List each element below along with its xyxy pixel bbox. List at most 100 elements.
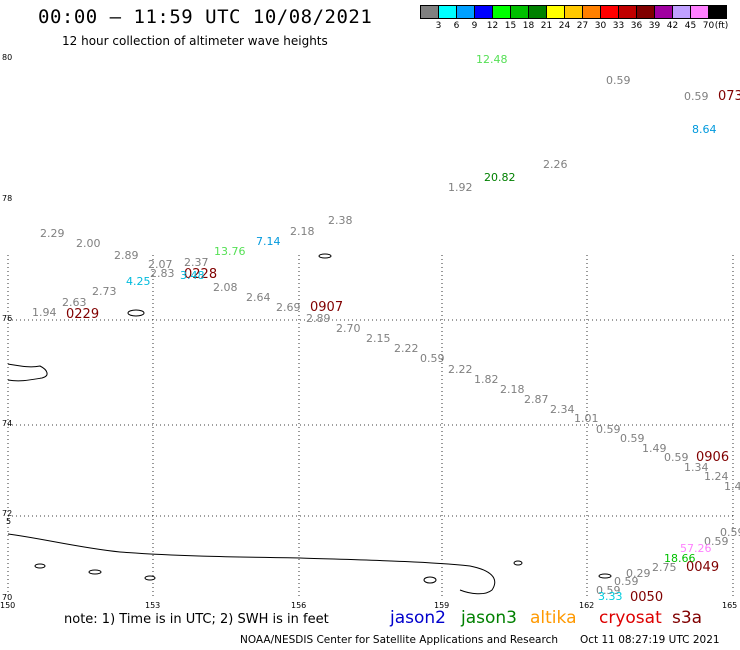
wave-height-label: 1.82 [474,373,499,386]
wave-height-label: 2.29 [40,227,65,240]
wave-height-label: 12.48 [476,53,508,66]
wave-height-label: 1.24 [704,470,729,483]
scale-swatch [546,5,565,19]
pass-time-label: 0049 [686,560,719,575]
pass-time-label: 0050 [630,590,663,605]
wave-height-label: 1.01 [574,412,599,425]
pass-time-label: 0907 [310,300,343,315]
wave-height-label: 1.49 [642,442,667,455]
scale-label: 36 [630,21,643,31]
scale-swatch [636,5,655,19]
pass-time-label: 0228 [184,267,217,282]
wave-height-label: 18.66 [664,552,696,565]
wave-height-label: 1.4 [724,480,740,493]
satellite-name: cryosat [599,608,662,628]
coastline-main [7,533,496,595]
scale-label: 6 [453,21,460,31]
wave-height-label: 0.59 [614,575,639,588]
wave-height-label: 1.34 [684,461,709,474]
wave-height-label: 2.18 [500,383,525,396]
latitude-label: 74 [2,419,12,428]
scale-label: 39 [648,21,661,31]
scale-swatch [690,5,709,19]
wave-height-label: 57.26 [680,542,712,555]
longitude-labels: 150 153 156 159 162 165 [0,601,737,610]
scale-unit: (ft) [714,21,729,31]
wave-height-label: 0.59 [420,352,445,365]
scale-swatch [618,5,637,19]
pass-time-label: 0906 [696,450,729,465]
scale-swatch [510,5,529,19]
scale-swatch [420,5,439,19]
island [144,575,156,581]
page-title: 00:00 – 11:59 UTC 10/08/2021 [38,6,373,28]
wave-height-label: 0.59 [720,526,740,539]
wave-height-label: 2.89 [306,312,331,325]
scale-swatch [672,5,691,19]
longitude-label: 159 [434,601,449,610]
scale-label: 15 [504,21,517,31]
scale-label: 30 [594,21,607,31]
wave-height-label: 0.59 [596,584,621,597]
scale-swatch [438,5,457,19]
scale-label: 42 [666,21,679,31]
wave-height-label: 2.89 [114,249,139,262]
wave-height-label: 0.59 [606,74,631,87]
island [423,576,437,584]
wave-height-label: 0.59 [596,423,621,436]
satellite-name: jason2 [390,608,446,628]
longitude-label: 156 [291,601,306,610]
latitude-label: 78 [2,194,12,203]
wave-height-label: 2.69 [276,301,301,314]
longitude-label: 150 [0,601,15,610]
coastline [7,253,612,595]
wave-height-label: 2.87 [524,393,549,406]
wave-height-label: 20.82 [484,171,516,184]
scale-label: 24 [558,21,571,31]
wave-height-label: 2.22 [394,342,419,355]
wave-height-label: 1.94 [32,306,57,319]
wave-height-label: 0.59 [664,451,689,464]
pass-time-label: 0229 [66,307,99,322]
latitude-label: 80 [2,53,12,62]
wave-height-label: 2.07 [148,258,173,271]
wave-height-label: 2.15 [366,332,391,345]
scale-swatch [654,5,673,19]
scale-label: 45 [684,21,697,31]
scale-label: 33 [612,21,625,31]
scale-label: 9 [471,21,478,31]
island [513,560,523,566]
credit-line: NOAA/NESDIS Center for Satellite Applica… [240,634,558,646]
wave-height-label: 0.59 [684,90,709,103]
wave-height-label: 2.83 [150,267,175,280]
wave-height-label: 3.33 [598,590,623,603]
island [598,573,612,579]
wave-height-label: 8.64 [692,123,717,136]
scale-label: 21 [540,21,553,31]
scale-swatch [528,5,547,19]
island [34,563,46,569]
wave-height-label: 2.26 [543,158,568,171]
longitude-label: 162 [579,601,594,610]
wave-height-label: 4.25 [126,275,151,288]
scale-swatch [582,5,601,19]
wave-height-label: 1.92 [448,181,473,194]
satellite-name: s3a [672,608,703,628]
page-subtitle: 12 hour collection of altimeter wave hei… [62,34,328,48]
wave-height-label: 2.37 [184,256,209,269]
coastline-west [7,363,48,382]
scale-swatch [564,5,583,19]
wave-height-label: 2.34 [550,403,575,416]
wave-height-label: 2.73 [92,285,117,298]
wave-height-label: 0.59 [620,432,645,445]
latitude-label: 72 [2,509,12,518]
scale-label: 18 [522,21,535,31]
wave-height-label: 2.63 [62,296,87,309]
wave-height-label: 2.08 [213,281,238,294]
wave-height-label: 13.76 [214,245,246,258]
wave-height-label: 0.29 [626,567,651,580]
longitude-label: 153 [145,601,160,610]
wave-height-label: 2.22 [448,363,473,376]
observations-layer: 12.480.590.59 0738.642.2620.821.922.382.2… [32,53,740,605]
